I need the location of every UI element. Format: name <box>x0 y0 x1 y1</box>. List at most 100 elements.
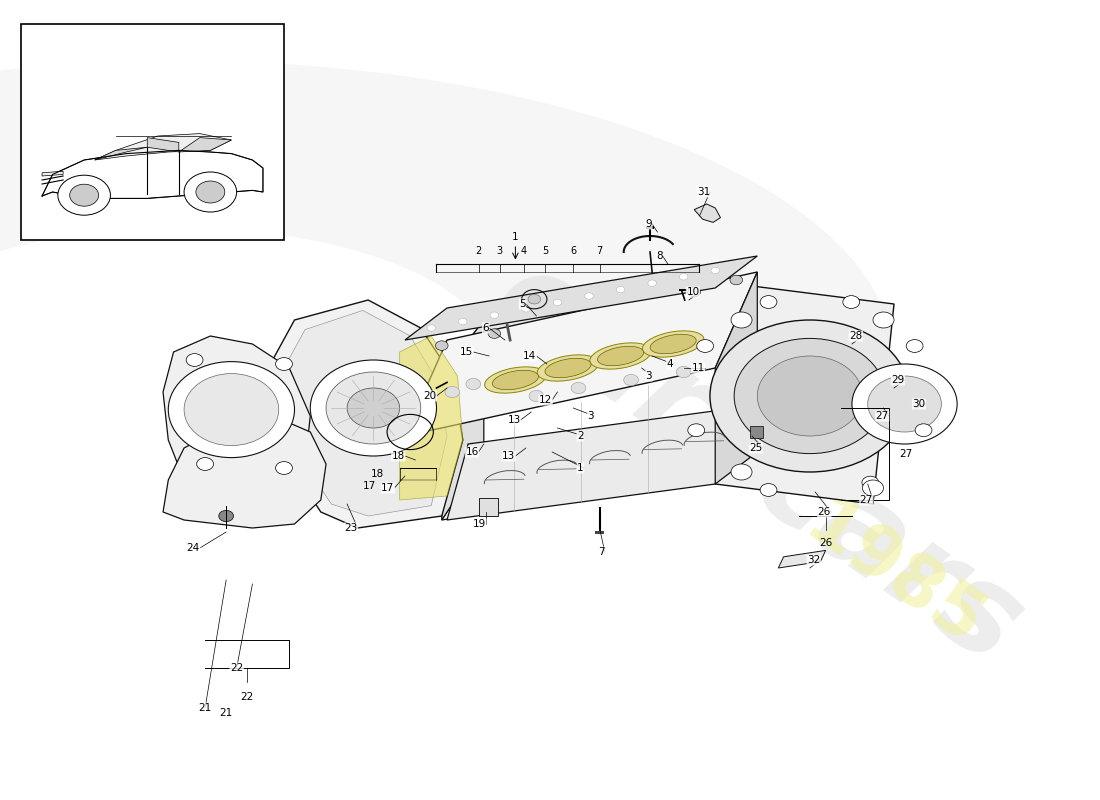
Circle shape <box>497 370 513 382</box>
Polygon shape <box>282 310 447 516</box>
Circle shape <box>196 181 224 203</box>
Text: 3: 3 <box>587 411 594 421</box>
Text: 11: 11 <box>692 363 705 373</box>
Text: 32: 32 <box>807 555 821 565</box>
Text: 17: 17 <box>363 481 376 490</box>
Circle shape <box>585 293 593 299</box>
Circle shape <box>616 286 625 293</box>
Text: 3: 3 <box>496 246 503 256</box>
Text: 2: 2 <box>475 246 482 256</box>
Polygon shape <box>442 280 757 376</box>
Circle shape <box>711 267 719 274</box>
Circle shape <box>436 341 448 350</box>
Circle shape <box>553 299 562 306</box>
Circle shape <box>648 280 657 286</box>
Circle shape <box>732 312 752 328</box>
Circle shape <box>488 329 501 338</box>
Text: 22: 22 <box>241 692 254 702</box>
Text: 7: 7 <box>598 547 605 557</box>
Ellipse shape <box>642 331 704 357</box>
Text: 25: 25 <box>749 443 762 453</box>
Ellipse shape <box>537 355 598 381</box>
Text: 26: 26 <box>817 507 830 517</box>
Text: 1: 1 <box>578 463 584 473</box>
Text: 19: 19 <box>473 519 486 529</box>
Polygon shape <box>163 336 310 500</box>
Circle shape <box>184 172 236 212</box>
Polygon shape <box>442 320 484 520</box>
Text: 5: 5 <box>519 299 526 309</box>
Text: 27: 27 <box>860 495 873 505</box>
Text: 31: 31 <box>696 187 710 197</box>
Circle shape <box>760 296 777 309</box>
Polygon shape <box>179 138 231 152</box>
Text: 22: 22 <box>230 663 243 673</box>
Circle shape <box>69 184 99 206</box>
Ellipse shape <box>590 343 651 369</box>
Ellipse shape <box>485 367 546 393</box>
Text: 15: 15 <box>460 347 473 357</box>
Text: 27: 27 <box>876 411 889 421</box>
Circle shape <box>58 175 110 215</box>
Circle shape <box>168 362 295 458</box>
Bar <box>680 289 686 291</box>
Polygon shape <box>399 336 463 500</box>
Circle shape <box>843 296 860 309</box>
Text: 18: 18 <box>392 451 405 461</box>
Circle shape <box>624 374 638 386</box>
Circle shape <box>571 382 586 394</box>
Circle shape <box>427 325 436 331</box>
Circle shape <box>757 356 862 436</box>
Bar <box>21 24 284 240</box>
Bar <box>478 498 497 516</box>
Circle shape <box>862 480 883 496</box>
Text: 16: 16 <box>465 447 478 457</box>
Bar <box>750 426 762 438</box>
Text: 13: 13 <box>507 415 520 425</box>
Text: 17: 17 <box>382 483 395 493</box>
Text: 30: 30 <box>913 399 925 409</box>
Bar <box>646 226 654 229</box>
Circle shape <box>688 287 701 297</box>
Circle shape <box>710 320 910 472</box>
Polygon shape <box>779 550 826 568</box>
Polygon shape <box>42 171 63 176</box>
Circle shape <box>906 339 923 352</box>
Ellipse shape <box>493 370 538 390</box>
Circle shape <box>276 462 293 474</box>
Text: 23: 23 <box>344 523 358 533</box>
Text: 14: 14 <box>524 351 537 361</box>
Circle shape <box>680 274 688 280</box>
Circle shape <box>529 390 543 402</box>
Circle shape <box>276 358 293 370</box>
Circle shape <box>862 476 879 489</box>
Circle shape <box>915 424 932 437</box>
Text: 2: 2 <box>578 431 584 441</box>
Circle shape <box>491 312 498 318</box>
Polygon shape <box>715 284 894 504</box>
Text: 6: 6 <box>483 323 490 333</box>
Polygon shape <box>0 61 883 337</box>
Text: 27: 27 <box>900 449 913 458</box>
Text: 20: 20 <box>424 391 437 401</box>
Text: 21: 21 <box>220 708 233 718</box>
Circle shape <box>732 464 752 480</box>
Text: 3: 3 <box>646 371 652 381</box>
Circle shape <box>326 372 420 444</box>
Text: 1: 1 <box>513 231 519 242</box>
Text: 28: 28 <box>849 331 862 341</box>
Circle shape <box>676 366 691 378</box>
Circle shape <box>734 338 886 454</box>
Polygon shape <box>95 134 231 160</box>
Text: 1985: 1985 <box>792 490 997 662</box>
Circle shape <box>184 374 278 446</box>
Text: 5: 5 <box>541 246 548 256</box>
Circle shape <box>521 306 530 312</box>
Text: 7: 7 <box>596 246 603 256</box>
Circle shape <box>459 318 468 325</box>
Circle shape <box>760 483 777 496</box>
Circle shape <box>696 339 714 352</box>
Polygon shape <box>442 416 757 520</box>
Circle shape <box>310 360 437 456</box>
Circle shape <box>197 458 213 470</box>
